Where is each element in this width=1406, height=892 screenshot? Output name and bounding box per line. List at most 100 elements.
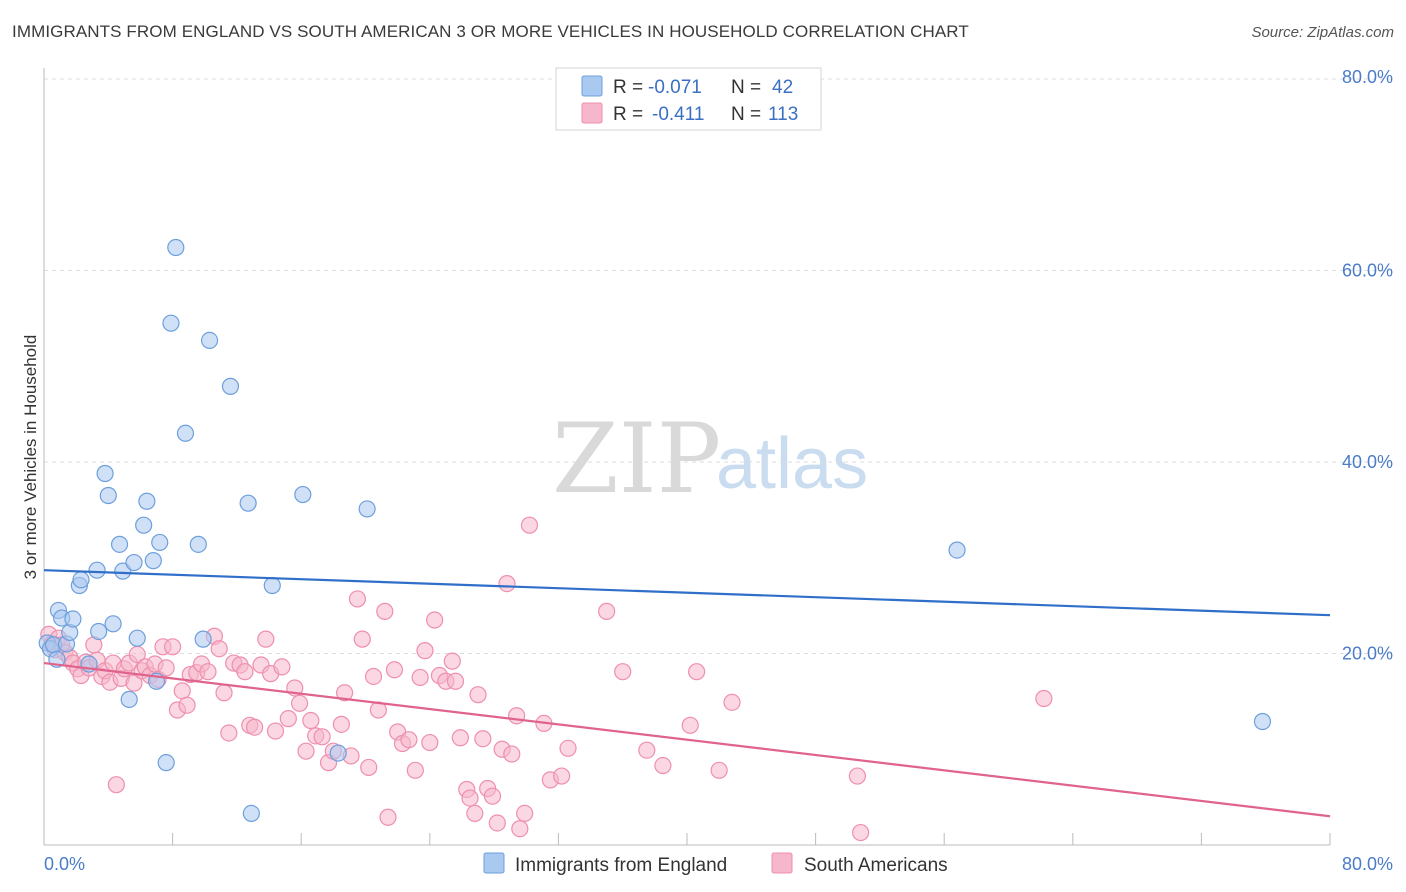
point-england xyxy=(239,494,257,512)
source-credit: Source: ZipAtlas.com xyxy=(1251,24,1394,41)
point-south-american xyxy=(236,663,254,681)
point-south-american xyxy=(446,672,465,690)
legend-n-label-1: N = xyxy=(731,77,761,98)
point-south-american xyxy=(297,742,315,760)
point-england xyxy=(144,552,162,570)
bottom-legend-label-south-americans: South Americans xyxy=(804,855,948,876)
point-south-american xyxy=(852,823,870,842)
y-tick-label: 60.0% xyxy=(1342,261,1393,281)
point-south-american xyxy=(710,761,728,779)
point-south-american xyxy=(638,741,656,759)
point-england xyxy=(151,533,169,552)
point-south-american xyxy=(688,663,706,681)
point-south-american xyxy=(245,718,264,736)
series-south-americans xyxy=(40,516,1053,842)
point-south-american xyxy=(199,663,217,681)
point-south-american xyxy=(173,682,191,700)
point-south-american xyxy=(220,724,238,742)
point-south-american xyxy=(451,729,469,747)
legend-r-label-2: R = xyxy=(613,104,643,125)
point-south-american xyxy=(353,630,371,648)
point-england xyxy=(138,492,156,510)
point-south-american xyxy=(416,642,434,660)
point-south-american xyxy=(511,820,529,838)
point-england xyxy=(263,576,281,595)
point-south-american xyxy=(215,684,233,702)
point-south-american xyxy=(279,710,297,728)
legend-n-value-2: 113 xyxy=(768,104,798,125)
point-south-american xyxy=(157,659,175,677)
point-south-american xyxy=(273,658,291,676)
point-england xyxy=(90,622,108,641)
point-england xyxy=(294,485,312,504)
chart-title: IMMIGRANTS FROM ENGLAND VS SOUTH AMERICA… xyxy=(12,22,969,41)
point-england xyxy=(167,238,185,257)
point-south-american xyxy=(210,640,228,658)
point-south-american xyxy=(257,630,275,648)
point-south-american xyxy=(474,730,492,748)
point-south-american xyxy=(107,776,125,794)
point-south-american xyxy=(681,716,699,734)
series-immigrants-from-england xyxy=(38,238,1272,823)
point-england xyxy=(200,331,219,349)
point-england xyxy=(162,314,180,332)
legend-n-label-2: N = xyxy=(731,104,761,125)
point-south-american xyxy=(400,731,418,749)
point-england xyxy=(358,500,376,518)
point-south-american xyxy=(290,694,309,712)
x-tick-label-max: 80.0% xyxy=(1342,854,1393,874)
point-south-american xyxy=(376,602,394,620)
point-south-american xyxy=(313,728,331,746)
point-england xyxy=(64,610,82,628)
y-tick-label: 20.0% xyxy=(1342,644,1393,664)
bottom-legend-label-england: Immigrants from England xyxy=(515,855,727,876)
watermark-atlas: atlas xyxy=(716,424,868,504)
legend-swatch-pink xyxy=(581,102,603,124)
legend-r-label-1: R = xyxy=(613,77,643,98)
point-england xyxy=(1253,712,1272,731)
point-south-american xyxy=(469,686,487,704)
trendline-england xyxy=(43,569,1331,617)
point-south-american xyxy=(848,767,866,785)
point-england xyxy=(120,690,138,709)
correlation-legend: R = -0.071 N = 42 R = -0.411 N = 113 xyxy=(555,67,822,131)
point-england xyxy=(176,424,195,442)
point-south-american xyxy=(723,693,741,711)
point-south-american xyxy=(379,808,397,826)
point-england xyxy=(72,571,90,589)
point-south-american xyxy=(503,745,521,763)
point-england xyxy=(157,754,175,772)
point-south-american xyxy=(360,758,378,777)
point-south-american xyxy=(520,516,539,534)
point-south-american xyxy=(411,668,429,687)
point-south-american xyxy=(266,722,285,740)
point-south-american xyxy=(302,711,320,730)
point-england xyxy=(104,615,122,633)
y-tick-labels: 20.0% 40.0% 60.0% 80.0% xyxy=(1342,67,1393,664)
point-south-american xyxy=(559,739,577,757)
point-south-american xyxy=(461,789,479,807)
trendline-south-americans xyxy=(43,661,1331,818)
x-tick-label-min: 0.0% xyxy=(44,854,85,874)
point-south-american xyxy=(498,575,516,593)
point-south-american xyxy=(483,787,502,805)
point-south-american xyxy=(125,674,143,692)
point-south-american xyxy=(466,804,484,823)
point-south-american xyxy=(364,667,383,686)
point-south-american xyxy=(164,638,182,656)
point-south-american xyxy=(508,707,526,725)
point-south-american xyxy=(336,684,354,702)
point-england xyxy=(221,377,240,395)
legend-swatch-blue xyxy=(581,75,603,97)
point-south-american xyxy=(1035,689,1053,708)
point-england xyxy=(110,535,129,553)
y-axis-label: 3 or more Vehicles in Household xyxy=(21,335,40,580)
point-england xyxy=(242,804,260,823)
point-south-american xyxy=(385,661,404,679)
y-tick-label: 80.0% xyxy=(1342,67,1393,87)
bottom-legend-swatch-pink xyxy=(771,852,793,874)
legend-n-value-1: 42 xyxy=(772,77,793,98)
point-south-american xyxy=(488,814,506,832)
point-south-american xyxy=(614,663,632,681)
